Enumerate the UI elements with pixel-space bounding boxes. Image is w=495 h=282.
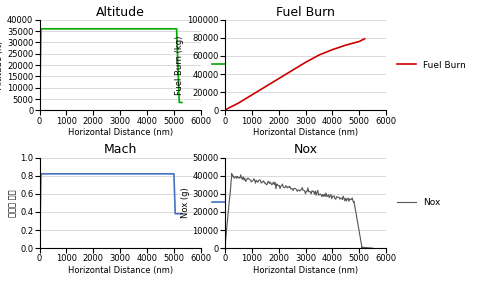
Fuel Burn — [316, 53, 322, 57]
Title: Altitude: Altitude — [96, 6, 145, 19]
Nox — [290, 189, 296, 192]
Mach — [172, 212, 178, 215]
Mach — [179, 212, 185, 215]
Legend: Mach: Mach — [208, 195, 265, 211]
Fuel Burn — [276, 77, 282, 80]
Y-axis label: Nox (g): Nox (g) — [181, 188, 190, 218]
Fuel Burn — [302, 61, 308, 64]
Altitude — [50, 27, 56, 30]
Mach — [171, 172, 177, 175]
Legend: Fuel Burn: Fuel Burn — [394, 57, 469, 73]
Altitude — [176, 101, 182, 104]
Line: Fuel Burn: Fuel Burn — [225, 39, 365, 110]
Title: Fuel Burn: Fuel Burn — [276, 6, 335, 19]
Mach — [45, 172, 50, 175]
Nox — [245, 176, 251, 180]
Nox — [370, 246, 376, 250]
Y-axis label: Fuel Burn (kg): Fuel Burn (kg) — [175, 35, 185, 95]
Fuel Burn — [236, 102, 242, 105]
Line: Nox: Nox — [225, 173, 373, 248]
Nox — [222, 246, 228, 250]
X-axis label: Horizontal Distance (nm): Horizontal Distance (nm) — [68, 266, 173, 275]
Line: Altitude: Altitude — [40, 29, 182, 110]
Title: Nox: Nox — [294, 143, 317, 156]
Altitude — [37, 109, 43, 112]
Mach — [38, 172, 44, 175]
Fuel Burn — [249, 93, 255, 97]
Fuel Burn — [343, 43, 349, 47]
Nox — [295, 190, 300, 193]
Altitude — [179, 101, 185, 104]
Fuel Burn — [225, 107, 231, 110]
Y-axis label: 항공기 속도: 항공기 속도 — [8, 189, 17, 217]
Y-axis label: Altitude (ft): Altitude (ft) — [0, 41, 4, 89]
Altitude — [174, 27, 180, 30]
Legend: Nox: Nox — [394, 195, 444, 211]
Nox — [223, 239, 229, 243]
Nox — [354, 220, 360, 223]
X-axis label: Horizontal Distance (nm): Horizontal Distance (nm) — [68, 128, 173, 137]
Mach — [37, 246, 43, 250]
Altitude — [38, 27, 44, 30]
Title: Mach: Mach — [103, 143, 137, 156]
Fuel Burn — [289, 69, 295, 72]
Fuel Burn — [329, 48, 335, 51]
X-axis label: Horizontal Distance (nm): Horizontal Distance (nm) — [253, 128, 358, 137]
Nox — [229, 172, 235, 175]
Altitude — [171, 27, 177, 30]
X-axis label: Horizontal Distance (nm): Horizontal Distance (nm) — [253, 266, 358, 275]
Altitude — [45, 27, 50, 30]
Fuel Burn — [262, 85, 268, 89]
Fuel Burn — [356, 40, 362, 43]
Legend: Altitude: Altitude — [208, 57, 277, 73]
Fuel Burn — [362, 37, 368, 41]
Nox — [351, 201, 357, 205]
Line: Mach: Mach — [40, 174, 182, 248]
Fuel Burn — [222, 109, 228, 112]
